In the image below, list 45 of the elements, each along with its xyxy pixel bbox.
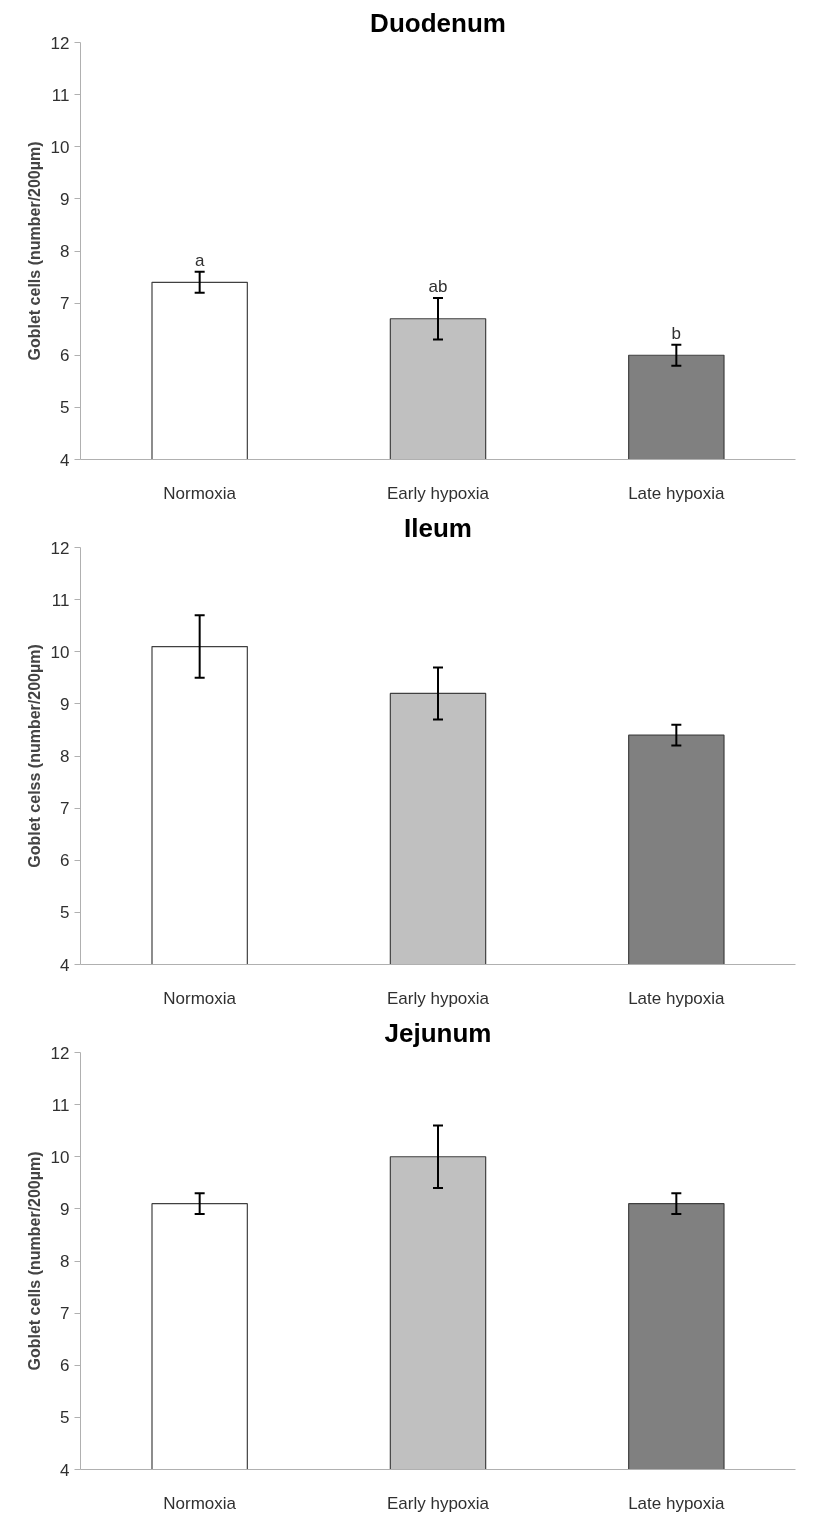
y-tick-label: 7 xyxy=(60,799,70,819)
x-tick-label: Late hypoxia xyxy=(628,988,726,1008)
x-tick-label: Late hypoxia xyxy=(628,483,726,503)
y-tick-label: 11 xyxy=(51,1095,70,1115)
y-tick-label: 10 xyxy=(50,1147,70,1167)
annotation: ab xyxy=(428,276,448,296)
y-tick-label: 6 xyxy=(60,851,70,871)
x-tick-label: Normoxia xyxy=(163,1493,237,1513)
annotation: b xyxy=(671,323,682,343)
y-axis-title: Goblet cells (number/200µm) xyxy=(25,141,43,361)
x-tick-label: Early hypoxia xyxy=(386,1493,490,1513)
y-axis-title: Goblet cells (number/200µm) xyxy=(25,1151,43,1371)
y-tick-label: 8 xyxy=(60,242,70,261)
y-tick-label: 9 xyxy=(60,1199,70,1219)
y-tick-label: 9 xyxy=(60,189,70,209)
y-tick-label: 4 xyxy=(60,1460,70,1480)
y-tick-label: 11 xyxy=(51,590,70,610)
x-tick-label: Early hypoxia xyxy=(386,988,490,1008)
annotation: a xyxy=(194,250,205,270)
y-axis-title: Goblet celss (number/200µm) xyxy=(25,644,43,868)
x-tick-label: Normoxia xyxy=(163,988,237,1008)
y-tick-label: 8 xyxy=(60,747,70,766)
y-tick-label: 4 xyxy=(60,955,70,975)
y-tick-label: 12 xyxy=(50,538,70,558)
x-tick-label: Late hypoxia xyxy=(628,1493,726,1513)
x-tick-label: Early hypoxia xyxy=(386,483,490,503)
y-tick-label: 10 xyxy=(50,137,70,157)
chart-title: Duodenum xyxy=(370,7,506,38)
y-tick-label: 5 xyxy=(60,1408,70,1428)
y-tick-label: 7 xyxy=(60,294,70,314)
y-tick-label: 9 xyxy=(60,694,70,714)
y-tick-label: 10 xyxy=(50,642,70,662)
chart-title: Jejunum xyxy=(384,1017,492,1048)
y-tick-label: 12 xyxy=(50,1043,70,1063)
y-tick-label: 5 xyxy=(60,903,70,923)
y-tick-label: 4 xyxy=(60,450,70,470)
y-tick-label: 11 xyxy=(51,85,70,105)
y-tick-label: 6 xyxy=(60,346,70,366)
y-tick-label: 6 xyxy=(60,1356,70,1376)
y-tick-label: 5 xyxy=(60,398,70,418)
chart-title: Ileum xyxy=(404,512,472,543)
y-tick-label: 12 xyxy=(50,33,70,53)
x-tick-label: Normoxia xyxy=(163,483,237,503)
y-tick-label: 7 xyxy=(60,1304,70,1324)
y-tick-label: 8 xyxy=(60,1252,70,1271)
